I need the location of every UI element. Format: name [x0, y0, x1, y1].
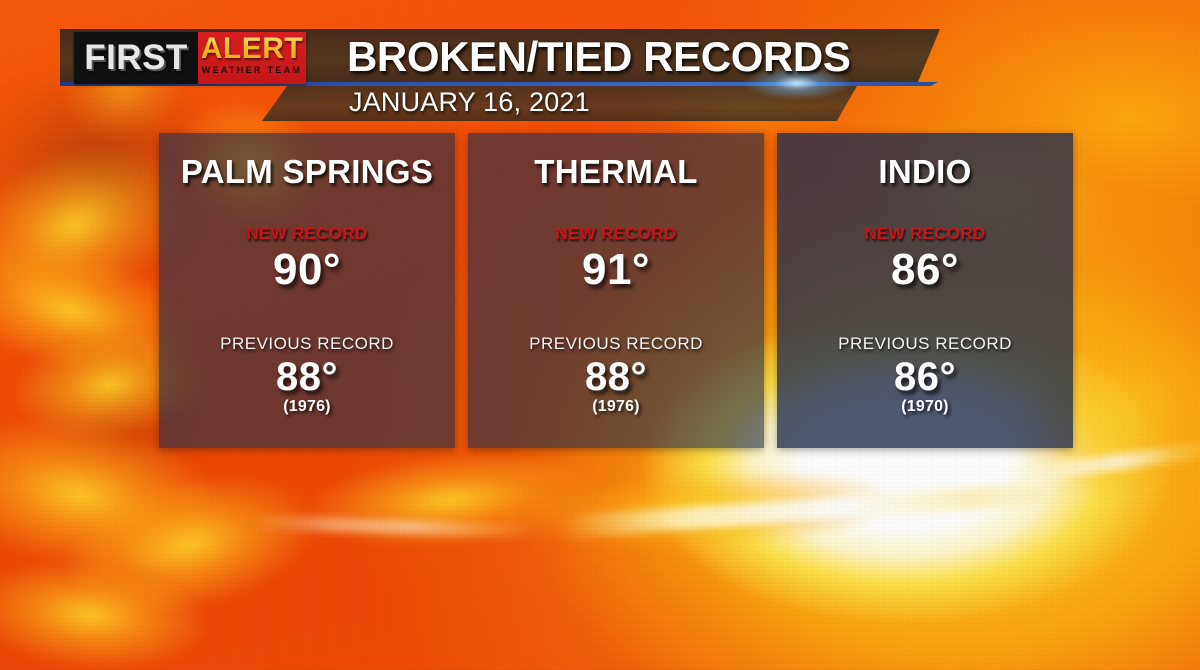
- logo-alert-block: ALERT WEATHER TEAM: [198, 32, 306, 84]
- panel-city-name: INDIO: [878, 153, 972, 190]
- previous-record-year: (1976): [592, 398, 640, 416]
- previous-record-year: (1970): [901, 398, 949, 416]
- new-record-label: NEW RECORD: [555, 224, 677, 243]
- previous-record-label: PREVIOUS RECORD: [529, 334, 703, 354]
- previous-record-temp: 88°: [585, 355, 647, 400]
- page-title: BROKEN/TIED RECORDS: [347, 33, 851, 80]
- previous-record-label: PREVIOUS RECORD: [838, 334, 1012, 354]
- new-record-label: NEW RECORD: [246, 224, 368, 243]
- panel-city-name: PALM SPRINGS: [180, 153, 434, 190]
- new-record-label: NEW RECORD: [864, 224, 986, 243]
- logo-first-block: FIRST: [74, 32, 198, 84]
- record-panel-indio: INDIO NEW RECORD 86° PREVIOUS RECORD 86°…: [777, 133, 1073, 448]
- new-record-temp: 90°: [272, 245, 342, 294]
- previous-record-temp: 88°: [276, 355, 338, 400]
- previous-record-temp: 86°: [894, 355, 956, 400]
- record-panels: PALM SPRINGS NEW RECORD 90° PREVIOUS REC…: [159, 133, 1073, 448]
- new-record-temp: 91°: [581, 245, 651, 294]
- banner-accent-line: [60, 82, 938, 86]
- previous-record-year: (1976): [283, 398, 331, 416]
- logo-first-text: FIRST: [84, 37, 188, 77]
- lens-flare: [742, 66, 852, 100]
- new-record-temp: 86°: [890, 245, 960, 294]
- previous-record-label: PREVIOUS RECORD: [220, 334, 394, 354]
- logo-tagline-text: WEATHER TEAM: [201, 65, 303, 75]
- logo-alert-text: ALERT: [200, 32, 304, 65]
- first-alert-logo: FIRST ALERT WEATHER TEAM: [74, 32, 306, 84]
- panel-city-name: THERMAL: [534, 153, 698, 190]
- header: BROKEN/TIED RECORDS JANUARY 16, 2021 FIR…: [0, 0, 1200, 125]
- record-panel-palm-springs: PALM SPRINGS NEW RECORD 90° PREVIOUS REC…: [159, 133, 455, 448]
- page-date: JANUARY 16, 2021: [349, 87, 590, 117]
- record-panel-thermal: THERMAL NEW RECORD 91° PREVIOUS RECORD 8…: [468, 133, 764, 448]
